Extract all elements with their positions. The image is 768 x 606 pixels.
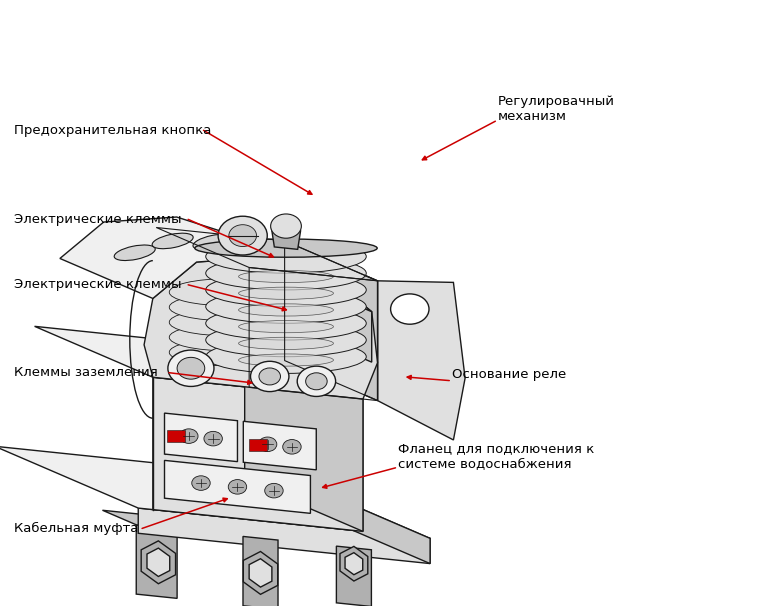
Ellipse shape	[206, 240, 366, 273]
Polygon shape	[0, 446, 430, 538]
Ellipse shape	[239, 304, 333, 316]
Polygon shape	[243, 421, 316, 470]
Polygon shape	[243, 551, 278, 594]
Text: Основание реле: Основание реле	[452, 368, 566, 381]
Circle shape	[168, 350, 214, 387]
Ellipse shape	[169, 339, 286, 366]
Polygon shape	[378, 281, 465, 440]
Circle shape	[229, 225, 257, 247]
Text: Электрические клеммы: Электрические клеммы	[14, 278, 181, 291]
Circle shape	[177, 358, 205, 379]
Text: Кабельная муфта: Кабельная муфта	[14, 522, 138, 535]
Polygon shape	[336, 546, 372, 606]
Circle shape	[297, 366, 336, 396]
Text: Регулировачный
механизм: Регулировачный механизм	[498, 95, 614, 123]
Circle shape	[283, 439, 301, 454]
Polygon shape	[279, 271, 372, 362]
Polygon shape	[60, 217, 372, 311]
Ellipse shape	[239, 270, 333, 282]
Circle shape	[265, 484, 283, 498]
Ellipse shape	[206, 340, 366, 373]
Polygon shape	[345, 553, 362, 574]
Polygon shape	[340, 547, 368, 581]
Ellipse shape	[206, 307, 366, 340]
Circle shape	[270, 214, 301, 238]
Circle shape	[218, 216, 267, 255]
Ellipse shape	[239, 321, 333, 333]
Circle shape	[306, 373, 327, 390]
Polygon shape	[102, 510, 177, 529]
Circle shape	[250, 361, 289, 391]
Ellipse shape	[239, 338, 333, 350]
Ellipse shape	[233, 248, 275, 264]
Ellipse shape	[239, 287, 333, 299]
Circle shape	[258, 437, 276, 451]
Ellipse shape	[239, 354, 333, 366]
Polygon shape	[164, 413, 237, 462]
Circle shape	[228, 479, 247, 494]
Polygon shape	[243, 536, 278, 606]
Ellipse shape	[193, 235, 234, 250]
Ellipse shape	[169, 279, 286, 305]
Polygon shape	[35, 326, 363, 399]
Circle shape	[180, 429, 198, 444]
Polygon shape	[147, 548, 170, 576]
Circle shape	[391, 294, 429, 324]
Text: Клеммы заземления: Клеммы заземления	[14, 366, 157, 379]
Polygon shape	[136, 525, 177, 598]
Ellipse shape	[169, 294, 286, 321]
Ellipse shape	[114, 245, 155, 261]
Text: Фланец для подключения к
системе водоснабжения: Фланец для подключения к системе водосна…	[398, 442, 594, 470]
Polygon shape	[164, 461, 310, 513]
Ellipse shape	[195, 239, 377, 257]
Polygon shape	[141, 541, 176, 584]
Polygon shape	[153, 377, 363, 531]
Ellipse shape	[169, 309, 286, 336]
Circle shape	[192, 476, 210, 490]
Ellipse shape	[152, 233, 194, 248]
Ellipse shape	[206, 290, 366, 324]
Text: Электрические клеммы: Электрические клеммы	[14, 213, 181, 226]
Polygon shape	[286, 476, 430, 564]
Ellipse shape	[206, 256, 366, 290]
Ellipse shape	[206, 324, 366, 357]
Circle shape	[259, 368, 280, 385]
Polygon shape	[144, 257, 378, 399]
Text: Предохранительная кнопка: Предохранительная кнопка	[14, 124, 211, 137]
Polygon shape	[167, 430, 185, 442]
Ellipse shape	[169, 324, 286, 351]
Polygon shape	[138, 508, 430, 564]
Ellipse shape	[206, 273, 366, 307]
Polygon shape	[249, 559, 272, 587]
Polygon shape	[249, 439, 267, 451]
Circle shape	[204, 431, 223, 446]
Polygon shape	[271, 223, 300, 249]
Polygon shape	[336, 262, 378, 401]
Polygon shape	[245, 348, 363, 531]
